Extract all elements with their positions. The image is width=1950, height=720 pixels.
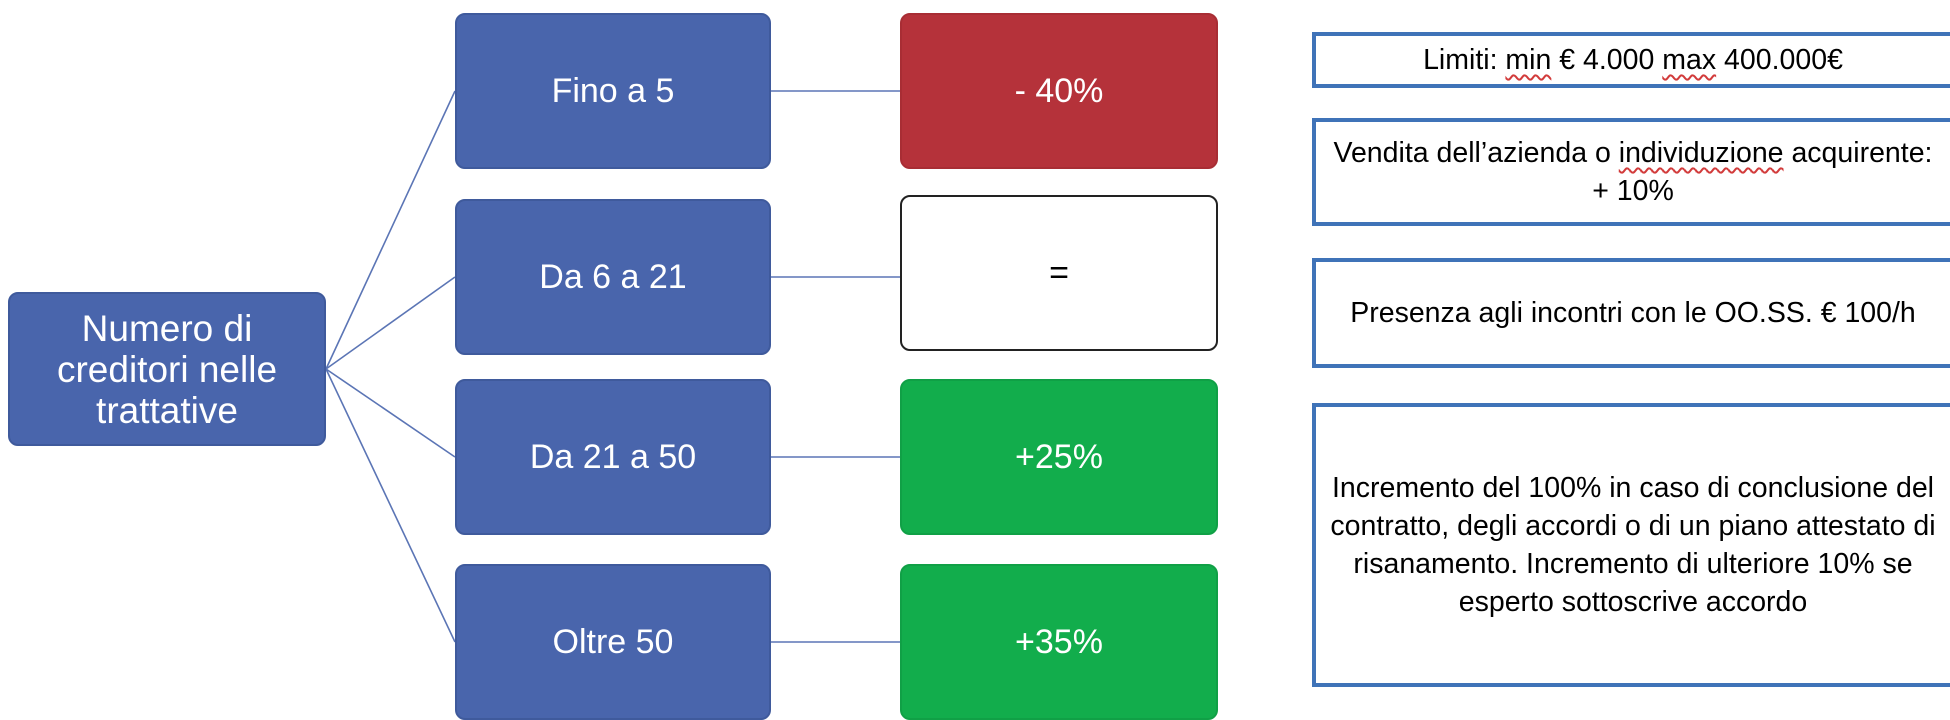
spellcheck-word-min: min [1505,44,1552,76]
value-label: = [1049,253,1069,292]
value-node-plus-35: +35% [900,564,1218,720]
spellcheck-word-individuzione: individuzione [1618,137,1784,169]
value-label: - 40% [1014,71,1104,110]
category-node-da-6-a-21: Da 6 a 21 [455,199,771,355]
connector-root-to-fino-a-5 [325,90,456,370]
category-label: Fino a 5 [551,71,675,110]
note-sale: Vendita dell’azienda o individuzione acq… [1312,118,1950,226]
value-label: +25% [1015,437,1103,476]
connector-root-to-oltre-50 [325,368,456,643]
value-node-equal: = [900,195,1218,351]
note-increment: Incremento del 100% in caso di conclusio… [1312,403,1950,687]
spellcheck-word-max: max [1662,44,1717,76]
category-label: Da 21 a 50 [529,437,697,476]
note-increment-text: Incremento del 100% in caso di conclusio… [1330,472,1936,618]
value-label: +35% [1015,622,1103,661]
category-label: Oltre 50 [552,622,674,661]
category-node-oltre-50: Oltre 50 [455,564,771,720]
root-label: Numero di creditori nelle trattative [56,307,278,431]
connector-root-to-da-6-a-21 [325,276,456,370]
note-meetings: Presenza agli incontri con le OO.SS. € 1… [1312,258,1950,368]
note-sale-text: Vendita dell’azienda o individuzione acq… [1333,137,1933,207]
category-node-da-21-a-50: Da 21 a 50 [455,379,771,535]
value-node-plus-25: +25% [900,379,1218,535]
root-node: Numero di creditori nelle trattative [8,292,326,446]
category-node-fino-a-5: Fino a 5 [455,13,771,169]
note-meetings-text: Presenza agli incontri con le OO.SS. € 1… [1350,297,1916,329]
value-node-minus-40: - 40% [900,13,1218,169]
connector-root-to-da-21-a-50 [325,368,456,458]
note-limits: Limiti: min € 4.000 max 400.000€ [1312,32,1950,88]
category-label: Da 6 a 21 [539,257,687,296]
note-limits-text: Limiti: min € 4.000 max 400.000€ [1423,44,1843,76]
